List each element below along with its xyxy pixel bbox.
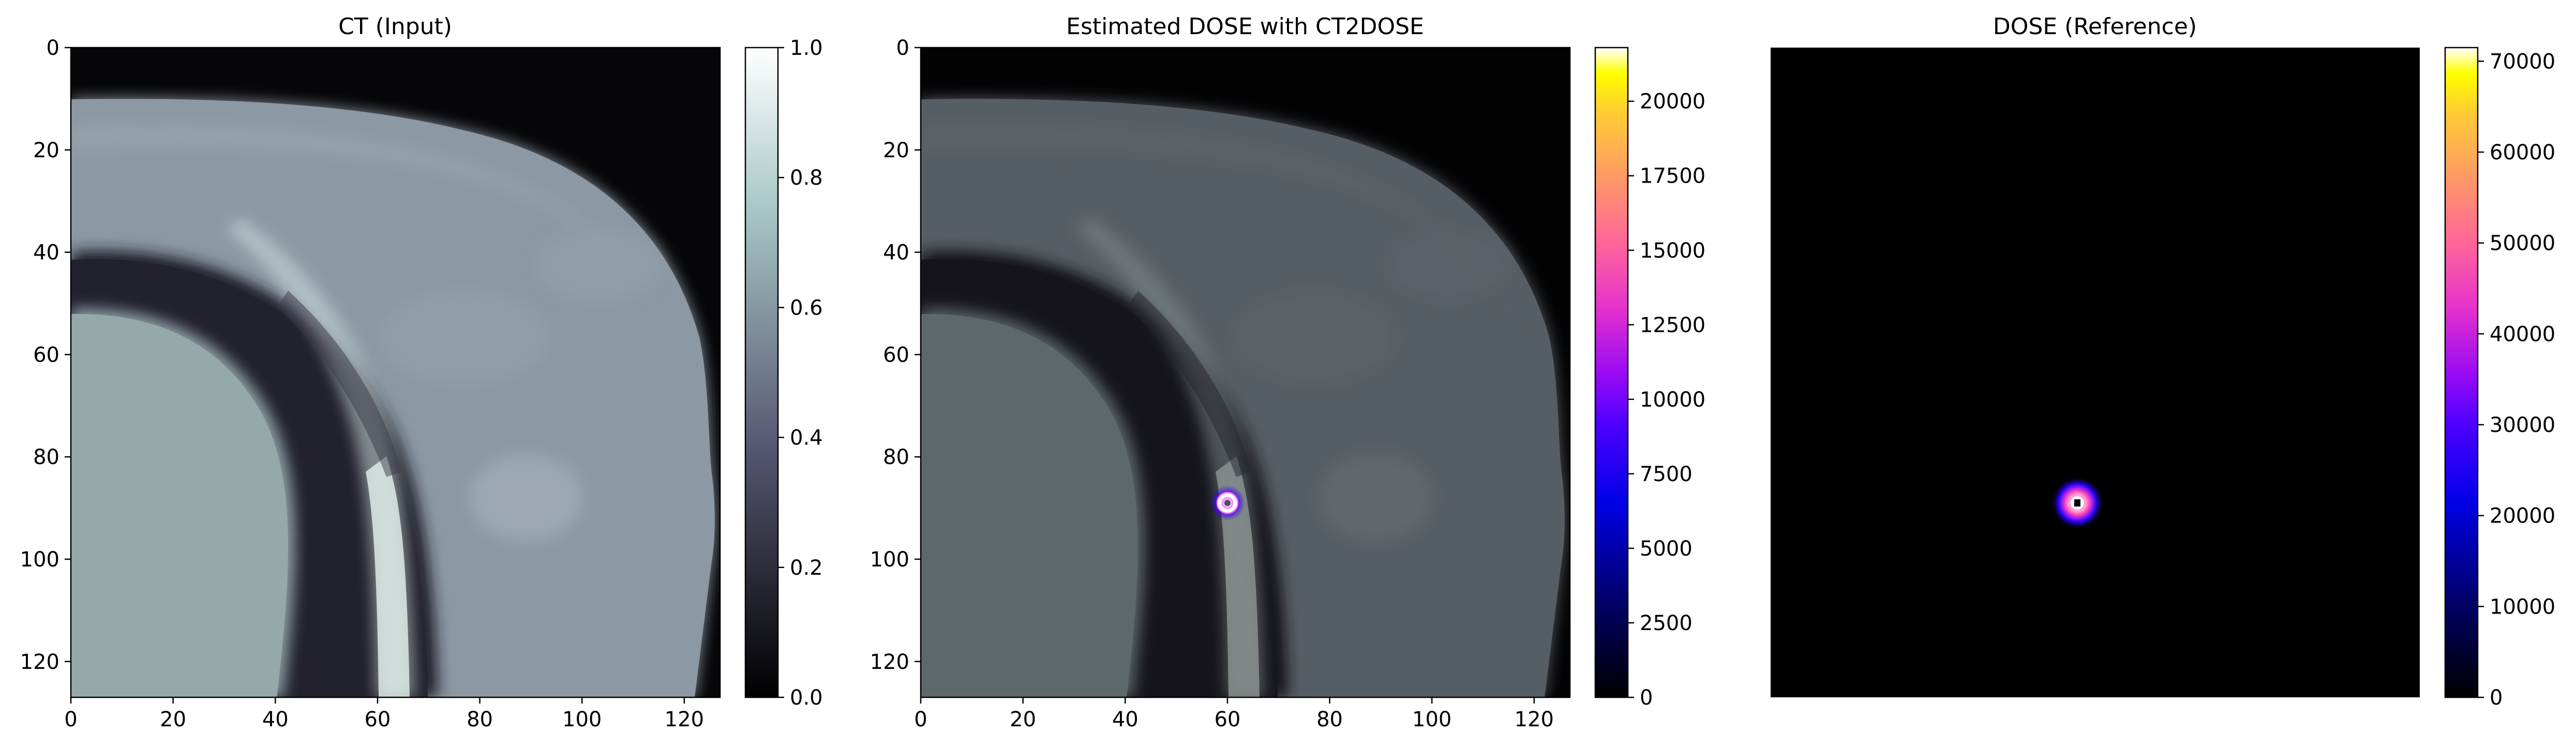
x-tick-label: 40 bbox=[1112, 708, 1139, 731]
x-tick-label: 20 bbox=[160, 708, 186, 731]
panel2-dose-hotspot bbox=[1209, 485, 1245, 521]
dose-core bbox=[1224, 500, 1231, 506]
y-tick-label: 60 bbox=[883, 343, 909, 367]
colorbar-tick-label: 1.0 bbox=[790, 36, 823, 60]
x-tick-label: 60 bbox=[364, 708, 391, 731]
x-tick-label: 20 bbox=[1010, 708, 1036, 731]
colorbar-tick-label: 10000 bbox=[1640, 388, 1705, 412]
x-tick-label: 100 bbox=[1412, 708, 1451, 731]
y-tick-label: 0 bbox=[47, 36, 59, 60]
panel2-image bbox=[921, 48, 1570, 697]
colorbar-tick-label: 0 bbox=[2490, 686, 2503, 710]
colorbar-tick-label: 2500 bbox=[1640, 611, 1693, 635]
dose-ring-outer bbox=[1216, 491, 1239, 514]
colorbar-tick-label: 30000 bbox=[2490, 413, 2555, 437]
colorbar-tick-label: 40000 bbox=[2490, 322, 2555, 346]
colorbar-tick-label: 7500 bbox=[1640, 462, 1693, 486]
panel-estimated-dose: Estimated DOSE with CT2DOSE 0 20 40 60 80 100… bbox=[870, 13, 1706, 731]
x-tick-label: 60 bbox=[1214, 708, 1240, 731]
panel3-image bbox=[1771, 48, 2420, 697]
y-tick-label: 60 bbox=[33, 343, 59, 367]
dose-core bbox=[2074, 499, 2080, 507]
panel3-title: DOSE (Reference) bbox=[1993, 13, 2197, 40]
x-tick-label: 100 bbox=[562, 708, 602, 731]
colorbar-tick-label: 17500 bbox=[1640, 165, 1705, 188]
colorbar-tick-label: 15000 bbox=[1640, 239, 1705, 263]
y-tick-label: 80 bbox=[883, 445, 909, 469]
x-tick-label: 40 bbox=[262, 708, 289, 731]
colorbar-tick-label: 20000 bbox=[1640, 90, 1705, 114]
y-tick-label: 40 bbox=[883, 241, 909, 265]
colorbar-tick-label: 0.6 bbox=[790, 296, 823, 320]
panel1-colorbar: 0.0 0.2 0.4 0.6 0.8 1.0 bbox=[744, 36, 823, 710]
y-tick-label: 120 bbox=[870, 650, 909, 674]
panel-ct-input: CT (Input) 0 20 40 60 80 100 120 0 20 40 60 80 100 12… bbox=[20, 13, 823, 731]
colorbar-tick-label: 50000 bbox=[2490, 232, 2555, 256]
y-tick-label: 40 bbox=[33, 241, 59, 265]
y-tick-label: 120 bbox=[20, 650, 59, 674]
x-tick-label: 0 bbox=[64, 708, 77, 731]
panel3-dose-hotspot bbox=[2050, 476, 2104, 530]
colorbar-tick-label: 5000 bbox=[1640, 537, 1693, 561]
colorbar-tick-label: 12500 bbox=[1640, 313, 1705, 337]
y-tick-label: 80 bbox=[33, 445, 59, 469]
x-tick-label: 120 bbox=[665, 708, 704, 731]
dose-ring bbox=[1217, 492, 1238, 514]
x-tick-label: 80 bbox=[467, 708, 493, 731]
x-tick-label: 80 bbox=[1316, 708, 1343, 731]
panel2-colorbar: 0 2500 5000 7500 10000 12500 15000 17500 20000 bbox=[1594, 47, 1705, 710]
x-tick-label: 0 bbox=[914, 708, 927, 731]
panel1-title: CT (Input) bbox=[338, 13, 452, 40]
colorbar-tick-label: 20000 bbox=[2490, 504, 2555, 528]
panel2-axis-ticks: 0 20 40 60 80 100 120 0 20 40 60 80 100 120 bbox=[870, 36, 1554, 731]
colorbar-tick-label: 60000 bbox=[2490, 141, 2555, 165]
colorbar-tick-label: 70000 bbox=[2490, 50, 2555, 73]
panel1-image bbox=[71, 48, 720, 697]
colorbar-tick-label: 0 bbox=[1640, 686, 1653, 710]
colorbar-tick-label: 0.4 bbox=[790, 426, 823, 450]
y-tick-label: 100 bbox=[20, 548, 59, 572]
colorbar-tick-label: 0.2 bbox=[790, 556, 823, 580]
panel2-title: Estimated DOSE with CT2DOSE bbox=[1066, 13, 1424, 40]
y-tick-label: 0 bbox=[896, 36, 909, 60]
colorbar-tick-label: 0.8 bbox=[790, 166, 823, 190]
colorbar-tick-label: 10000 bbox=[2490, 595, 2555, 619]
x-tick-label: 120 bbox=[1515, 708, 1554, 731]
y-tick-label: 100 bbox=[870, 548, 909, 572]
panel3-colorbar: 0 10000 20000 30000 40000 50000 60000 70000 bbox=[2444, 47, 2555, 710]
y-tick-label: 20 bbox=[33, 139, 59, 162]
panel1-axis-ticks: 0 20 40 60 80 100 120 0 20 40 60 80 100 120 bbox=[20, 36, 704, 731]
y-tick-label: 20 bbox=[883, 139, 909, 162]
colorbar-tick-label: 0.0 bbox=[790, 686, 823, 710]
panel-dose-reference: DOSE (Reference) 0 10000 20000 30000 40000 50… bbox=[1771, 13, 2555, 710]
